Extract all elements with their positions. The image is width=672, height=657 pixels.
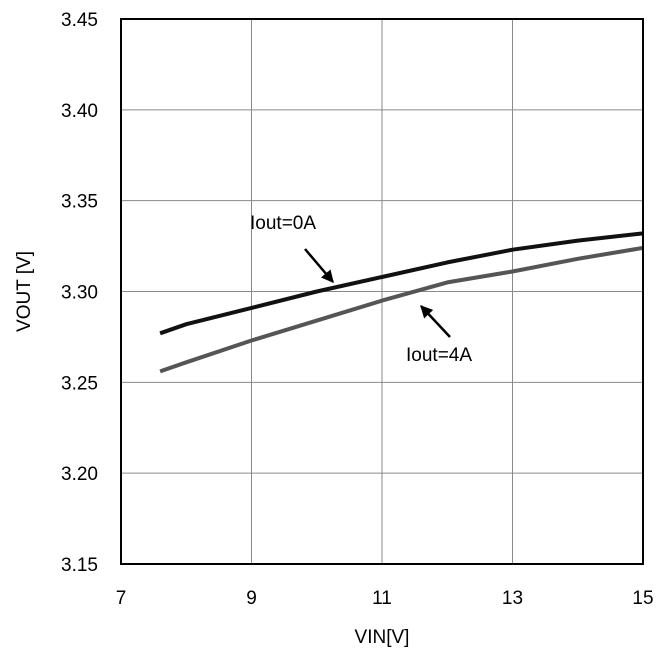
x-tick-labels: 7 9 11 13 15 [116, 588, 654, 609]
x-tick-label: 7 [116, 588, 127, 609]
y-tick-label: 3.20 [61, 464, 98, 485]
x-tick-label: 11 [372, 588, 392, 609]
y-tick-label: 3.15 [61, 555, 98, 576]
y-tick-label: 3.45 [61, 10, 98, 31]
annotation-label: Iout=4A [406, 345, 472, 366]
x-tick-label: 15 [632, 588, 653, 609]
x-axis-title: VIN[V] [355, 627, 410, 648]
y-tick-label: 3.35 [61, 192, 98, 213]
annotation-label: Iout=0A [250, 213, 316, 234]
plot-frame [120, 18, 644, 565]
x-tick-label: 9 [246, 588, 257, 609]
series-line-0 [159, 231, 644, 336]
annotations: Iout=0A Iout=4A [250, 213, 472, 366]
y-tick-labels: 3.15 3.20 3.25 3.30 3.35 3.40 3.45 [61, 10, 98, 576]
grid-lines [121, 19, 643, 564]
y-tick-label: 3.30 [61, 283, 98, 304]
annotation-arrow [304, 248, 334, 283]
y-axis-title: VOUT [V] [14, 251, 35, 332]
series-lines [159, 231, 644, 374]
x-tick-label: 13 [502, 588, 523, 609]
annotation-arrow [420, 305, 451, 338]
series-line-1 [159, 245, 644, 374]
y-tick-label: 3.40 [61, 101, 98, 122]
y-tick-label: 3.25 [61, 373, 98, 394]
